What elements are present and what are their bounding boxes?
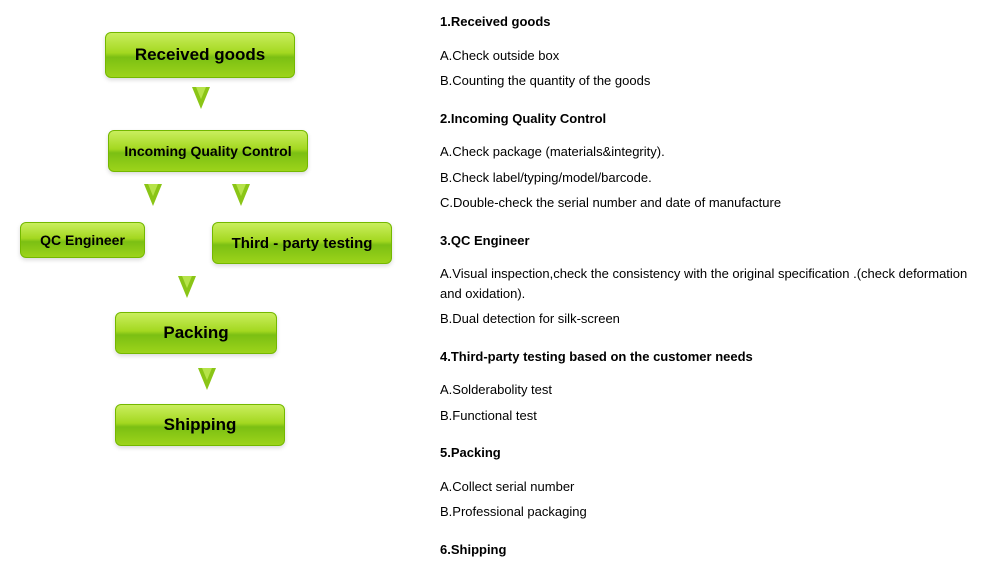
section-title-1: 1.Received goods — [440, 12, 980, 32]
section-2-item-a: A.Check package (materials&integrity). — [440, 142, 980, 162]
node-qcengineer: QC Engineer — [20, 222, 145, 258]
section-3-item-a: A.Visual inspection,check the consistenc… — [440, 264, 980, 303]
arrow-4 — [198, 368, 216, 390]
section-title-3: 3.QC Engineer — [440, 231, 980, 251]
arrow-3 — [178, 276, 196, 298]
section-1-item-a: A.Check outside box — [440, 46, 980, 66]
node-thirdparty: Third - party testing — [212, 222, 392, 264]
section-title-6: 6.Shipping — [440, 540, 980, 560]
node-shipping: Shipping — [115, 404, 285, 446]
section-3-item-b: B.Dual detection for silk-screen — [440, 309, 980, 329]
section-title-4: 4.Third-party testing based on the custo… — [440, 347, 980, 367]
section-1-item-b: B.Counting the quantity of the goods — [440, 71, 980, 91]
arrow-2b — [232, 184, 250, 206]
node-received: Received goods — [105, 32, 295, 78]
section-2-item-b: B.Check label/typing/model/barcode. — [440, 168, 980, 188]
flowchart-panel: Received goods Incoming Quality Control … — [20, 12, 400, 558]
section-4-item-b: B.Functional test — [440, 406, 980, 426]
node-iqc: Incoming Quality Control — [108, 130, 308, 172]
section-4-item-a: A.Solderabolity test — [440, 380, 980, 400]
arrow-2a — [144, 184, 162, 206]
section-5-item-b: B.Professional packaging — [440, 502, 980, 522]
description-panel: 1.Received goods A.Check outside box B.C… — [400, 12, 980, 558]
node-packing: Packing — [115, 312, 277, 354]
section-title-2: 2.Incoming Quality Control — [440, 109, 980, 129]
section-2-item-c: C.Double-check the serial number and dat… — [440, 193, 980, 213]
section-title-5: 5.Packing — [440, 443, 980, 463]
arrow-1 — [192, 87, 210, 109]
section-5-item-a: A.Collect serial number — [440, 477, 980, 497]
